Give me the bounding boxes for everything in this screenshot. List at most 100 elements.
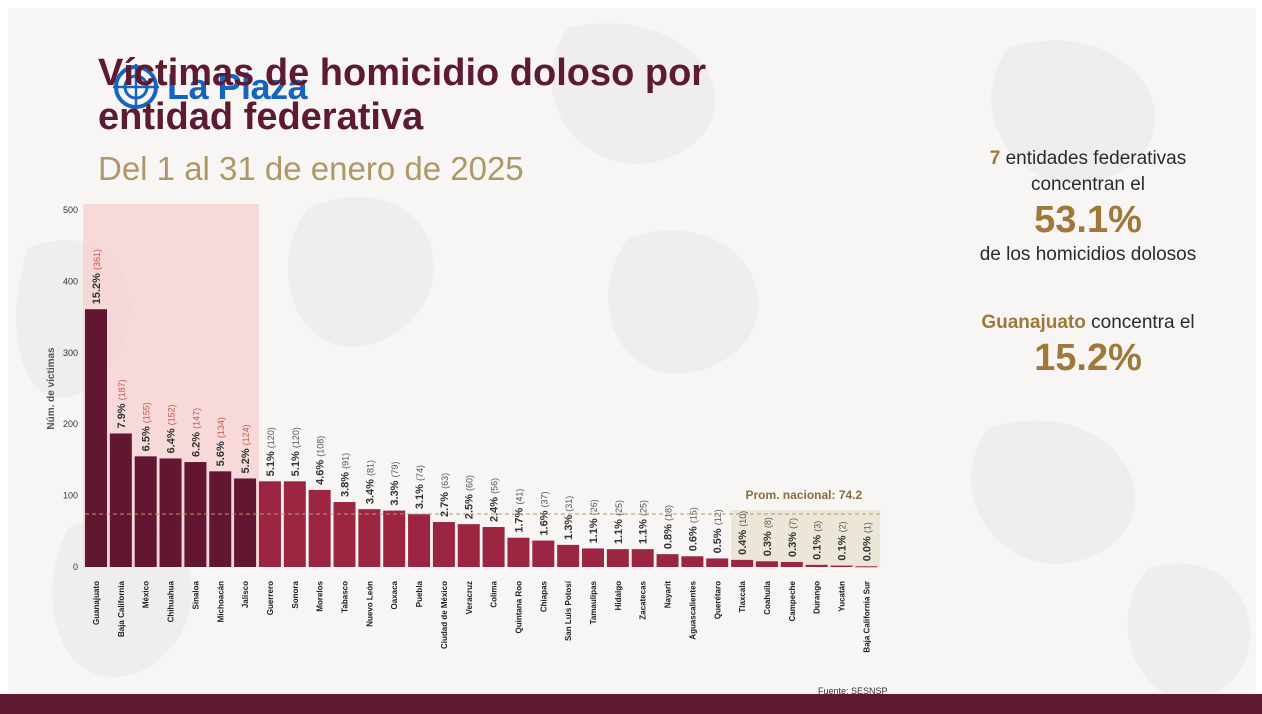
category-label: Aguascalientes: [688, 580, 697, 639]
category-label: Morelos: [316, 580, 325, 611]
bar: [532, 540, 555, 567]
bar: [606, 549, 629, 567]
slide: La Plaza Víctimas de homicidio doloso po…: [8, 8, 1256, 708]
bar-value-label: 2.7% (63): [439, 473, 451, 517]
bar: [408, 514, 431, 567]
bar-percent-label: 6.2%: [190, 429, 202, 457]
bar-count-label: (120): [291, 427, 301, 448]
category-label: Tamaulipas: [589, 580, 598, 624]
bar-count-label: (108): [316, 436, 326, 457]
bar-percent-label: 3.8%: [340, 469, 352, 497]
bar-value-label: 0.3% (7): [787, 518, 799, 557]
state-line: Guanajuato concentra el: [928, 310, 1248, 336]
bar-value-label: 6.5% (155): [141, 402, 153, 451]
bar-value-label: 6.4% (152): [166, 404, 178, 453]
category-label: Nayarit: [664, 581, 673, 608]
bar-count-label: (63): [440, 473, 450, 489]
bar-percent-label: 3.1%: [414, 481, 426, 509]
bar-value-label: 1.1% (25): [613, 500, 625, 544]
bar: [706, 558, 729, 567]
y-tick-label: 500: [63, 205, 78, 215]
bar-count-label: (10): [738, 511, 748, 527]
bar-value-label: 0.3% (8): [762, 517, 774, 556]
bar-percent-label: 7.9%: [116, 400, 128, 428]
bar-count-label: (187): [117, 379, 127, 400]
logo-text: La Plaza: [167, 66, 308, 107]
bar: [85, 309, 107, 567]
bar: [258, 481, 281, 567]
bar: [358, 509, 381, 567]
bar-value-label: 6.2% (147): [190, 408, 202, 457]
bar-value-label: 0.1% (2): [837, 521, 849, 560]
bar-value-label: 5.6% (134): [215, 417, 227, 466]
bar-count-label: (74): [415, 465, 425, 481]
concentrated-percent: 53.1%: [1034, 199, 1142, 241]
bar-percent-label: 0.4%: [737, 527, 749, 555]
category-label: Michoacán: [216, 581, 225, 622]
bar-percent-label: 5.1%: [265, 448, 277, 476]
category-label: Oaxaca: [390, 580, 399, 609]
bar-value-label: 0.1% (3): [812, 521, 824, 560]
y-axis-label: Núm. de víctimas: [46, 347, 57, 430]
state-percent: 15.2%: [1034, 337, 1142, 379]
bar-count-label: (31): [564, 496, 574, 512]
category-label: Tabasco: [341, 581, 350, 613]
state-name: Guanajuato: [981, 312, 1086, 333]
bar-percent-label: 1.1%: [638, 516, 650, 544]
bar: [383, 510, 406, 567]
category-label: San Luis Potosí: [564, 580, 573, 641]
bar: [582, 548, 604, 567]
bar-value-label: 3.4% (81): [364, 460, 376, 504]
states-count: 7: [989, 148, 1001, 169]
bar-chart: 0 100 200 300 400 500 Núm. de víctimas 15.2% (3…: [46, 204, 881, 653]
bar-value-label: 3.1% (74): [414, 465, 426, 509]
category-label: Colima: [490, 580, 499, 607]
bar: [333, 502, 356, 567]
bar-count-label: (79): [390, 461, 400, 477]
bar-count-label: (2): [838, 521, 848, 532]
bar-value-label: 2.4% (56): [489, 478, 501, 522]
category-label: Sinaloa: [191, 580, 200, 609]
bar: [234, 478, 257, 567]
bar: [681, 556, 704, 567]
bar-count-label: (91): [341, 453, 351, 469]
category-label: Quintana Roo: [514, 581, 523, 634]
bar: [482, 527, 505, 567]
bar-value-label: 3.8% (91): [340, 453, 352, 497]
category-label: Baja California Sur: [862, 581, 871, 653]
bar-percent-label: 2.4%: [489, 494, 501, 522]
bar-percent-label: 0.1%: [837, 532, 849, 560]
bar-percent-label: 1.1%: [588, 515, 600, 543]
category-label: Nuevo León: [365, 581, 374, 627]
bar-value-label: 15.2% (361): [91, 249, 103, 304]
bar-value-label: 0.6% (15): [687, 507, 699, 551]
bar-percent-label: 2.5%: [464, 491, 476, 519]
bar-count-label: (12): [713, 509, 723, 525]
bar-value-label: 0.0% (1): [861, 522, 873, 561]
bar-count-label: (56): [490, 478, 500, 494]
bar-percent-label: 1.7%: [513, 505, 525, 533]
y-tick-label: 200: [63, 419, 78, 429]
bar-percent-label: 0.5%: [712, 525, 724, 553]
category-label: Baja California: [117, 580, 126, 637]
bar-count-label: (134): [216, 417, 226, 438]
bottom-bar: [0, 694, 1262, 714]
bar-count-label: (3): [813, 521, 823, 532]
bar-count-label: (81): [365, 460, 375, 476]
bar-percent-label: 5.6%: [215, 438, 227, 466]
category-label: Guerrero: [266, 581, 275, 615]
bar-percent-label: 0.8%: [663, 521, 675, 549]
source-note: Fuente: SESNSP: [818, 686, 888, 696]
average-label: Prom. nacional: 74.2: [745, 488, 862, 502]
bar: [731, 559, 754, 567]
category-label: Chihuahua: [167, 580, 176, 622]
bar: [805, 564, 828, 567]
bar-count-label: (124): [241, 424, 251, 445]
bar: [656, 554, 679, 567]
bar: [209, 471, 232, 567]
category-label: Chiapas: [539, 580, 548, 612]
category-label: Zacatecas: [639, 580, 648, 619]
category-label: Veracruz: [465, 581, 474, 614]
bar-percent-label: 1.6%: [538, 507, 550, 535]
bar-percent-label: 0.3%: [762, 528, 774, 556]
